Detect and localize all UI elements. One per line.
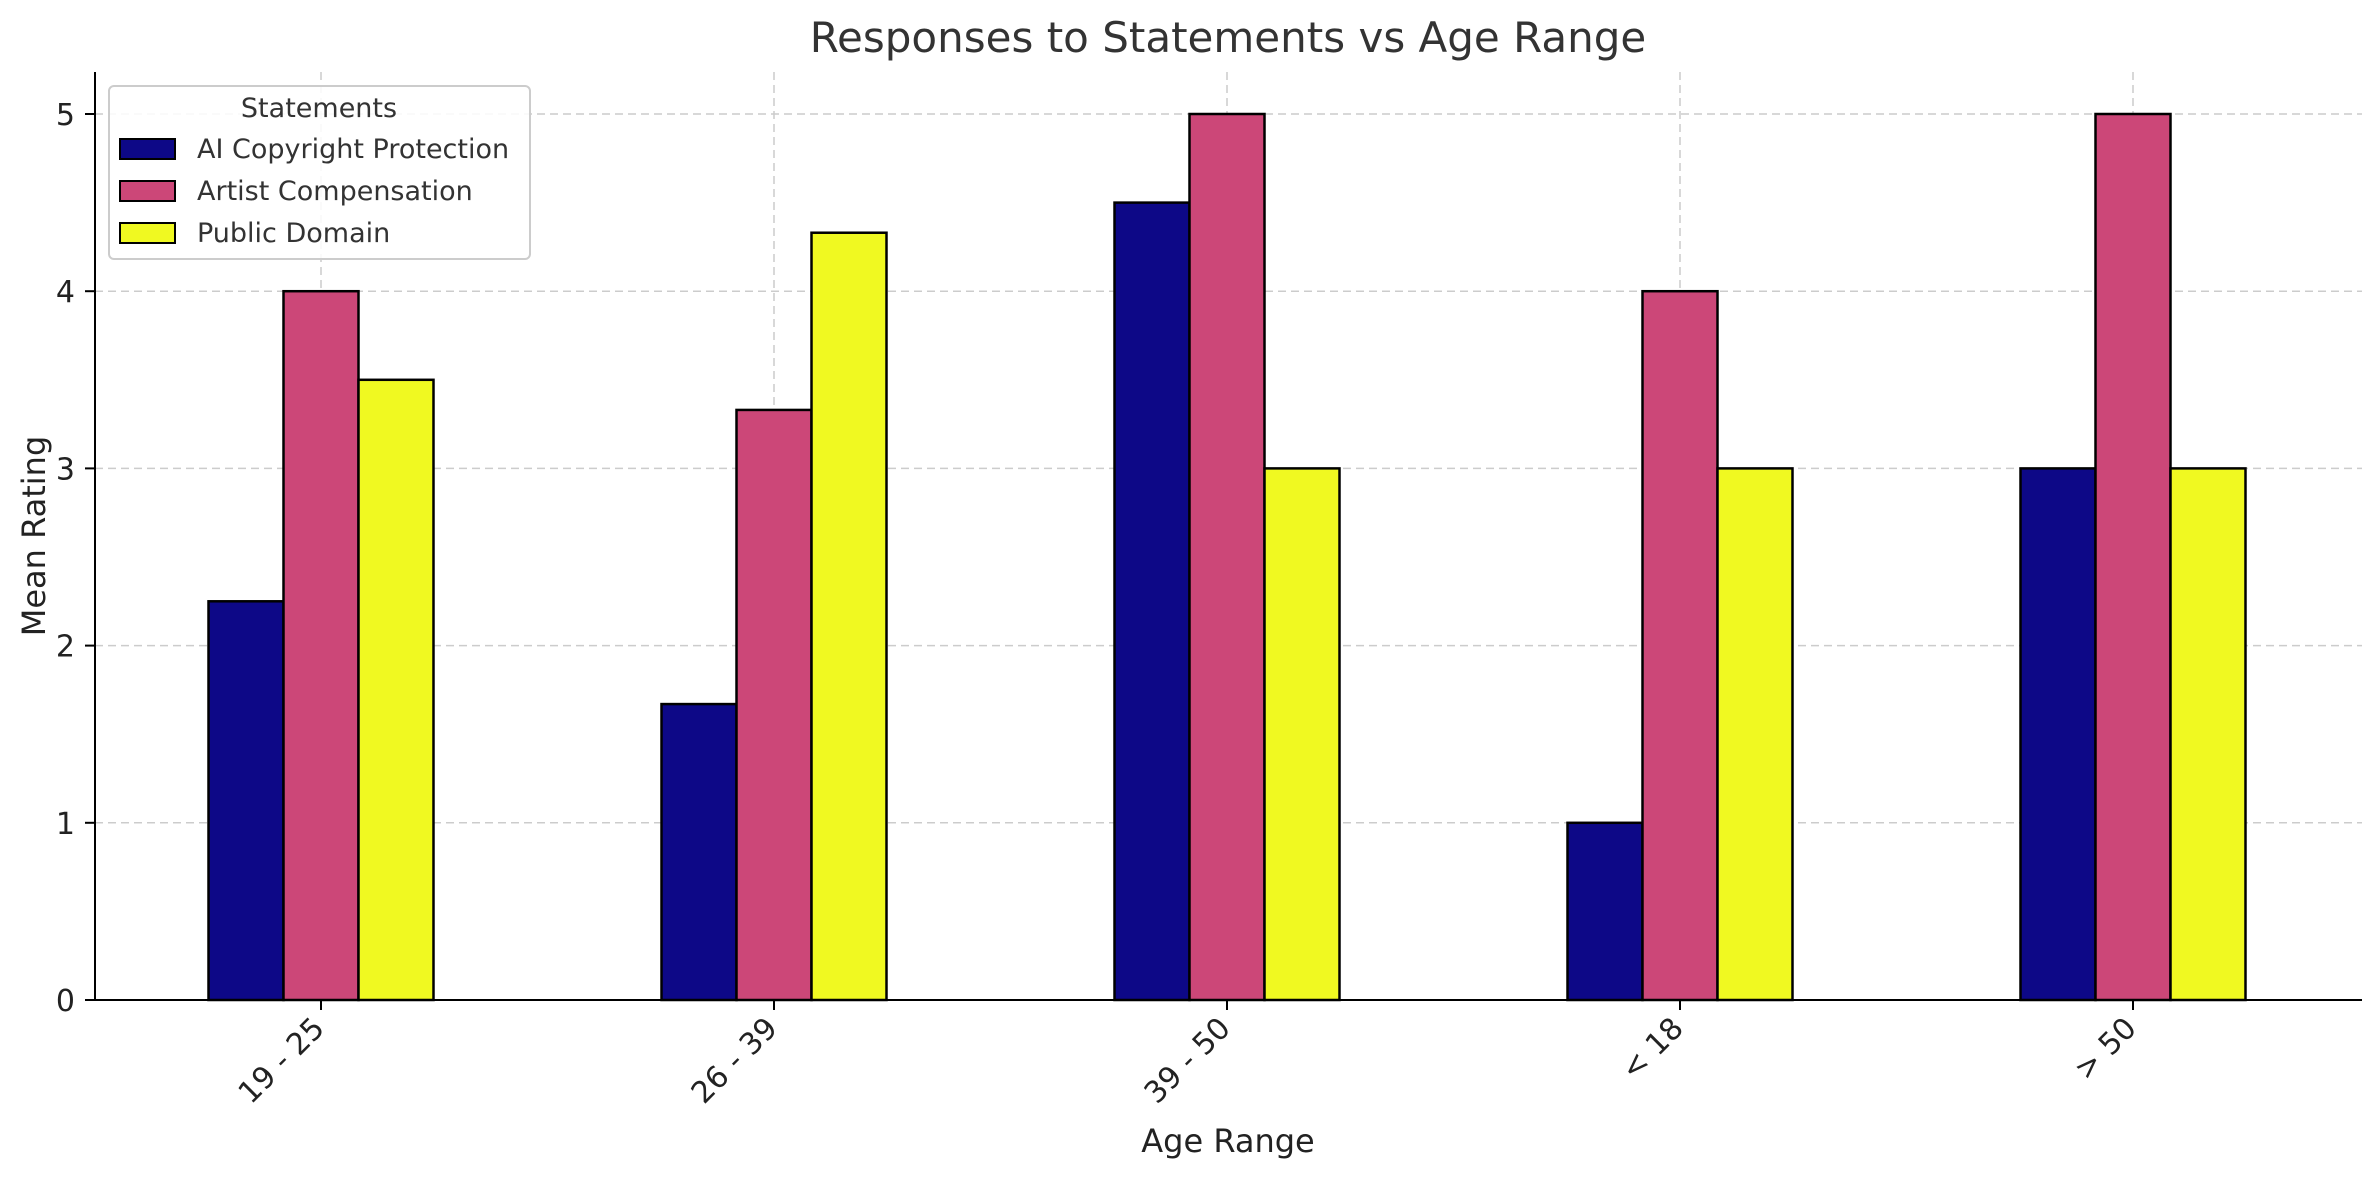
y-tick-label-4: 4 xyxy=(56,275,75,310)
y-tick-label-1: 1 xyxy=(56,807,75,842)
bar-3-0 xyxy=(1566,821,1644,1002)
y-tick-label-5: 5 xyxy=(56,98,75,133)
bar-4-2 xyxy=(2169,467,2247,1002)
legend-label-0: AI Copyright Protection xyxy=(197,134,509,165)
bar-3-1 xyxy=(1641,289,1719,1002)
y-tick-label-2: 2 xyxy=(56,630,75,665)
bar-0-0 xyxy=(207,600,285,1002)
bar-0-1 xyxy=(282,289,360,1002)
legend-swatch-0 xyxy=(119,138,176,160)
bar-3-2 xyxy=(1716,467,1794,1002)
y-tick-label-0: 0 xyxy=(56,984,75,1019)
legend-title: Statements xyxy=(241,93,397,124)
bar-2-1 xyxy=(1188,112,1266,1002)
bar-1-1 xyxy=(735,408,813,1002)
legend: Statements AI Copyright Protection Artist… xyxy=(108,85,531,260)
x-tick-label-1: 26 - 39 xyxy=(685,1011,785,1111)
chart-title: Responses to Statements vs Age Range xyxy=(810,13,1647,62)
legend-swatch-2 xyxy=(119,222,176,244)
bar-4-1 xyxy=(2094,112,2172,1002)
x-tick-label-3: < 18 xyxy=(1614,1011,1690,1087)
bars xyxy=(207,112,2247,1002)
bar-1-2 xyxy=(810,231,888,1002)
axes xyxy=(94,72,2362,1001)
y-tick-label-3: 3 xyxy=(56,452,75,487)
legend-label-1: Artist Compensation xyxy=(197,176,473,207)
bar-4-0 xyxy=(2019,467,2097,1002)
bar-2-2 xyxy=(1263,467,1341,1002)
x-tick-label-2: 39 - 50 xyxy=(1138,1011,1238,1111)
x-tick-label-0: 19 - 25 xyxy=(232,1011,332,1111)
y-axis-label: Mean Rating xyxy=(15,436,53,637)
legend-box xyxy=(108,85,531,260)
bar-1-0 xyxy=(660,702,738,1002)
x-axis-label: Age Range xyxy=(1141,1122,1314,1160)
bar-2-0 xyxy=(1113,201,1191,1002)
legend-items: AI Copyright Protection Artist Compensati… xyxy=(119,134,509,249)
legend-swatch-1 xyxy=(119,180,176,202)
x-tick-label-4: > 50 xyxy=(2067,1011,2143,1087)
bar-0-2 xyxy=(357,378,435,1002)
legend-label-2: Public Domain xyxy=(197,218,390,249)
